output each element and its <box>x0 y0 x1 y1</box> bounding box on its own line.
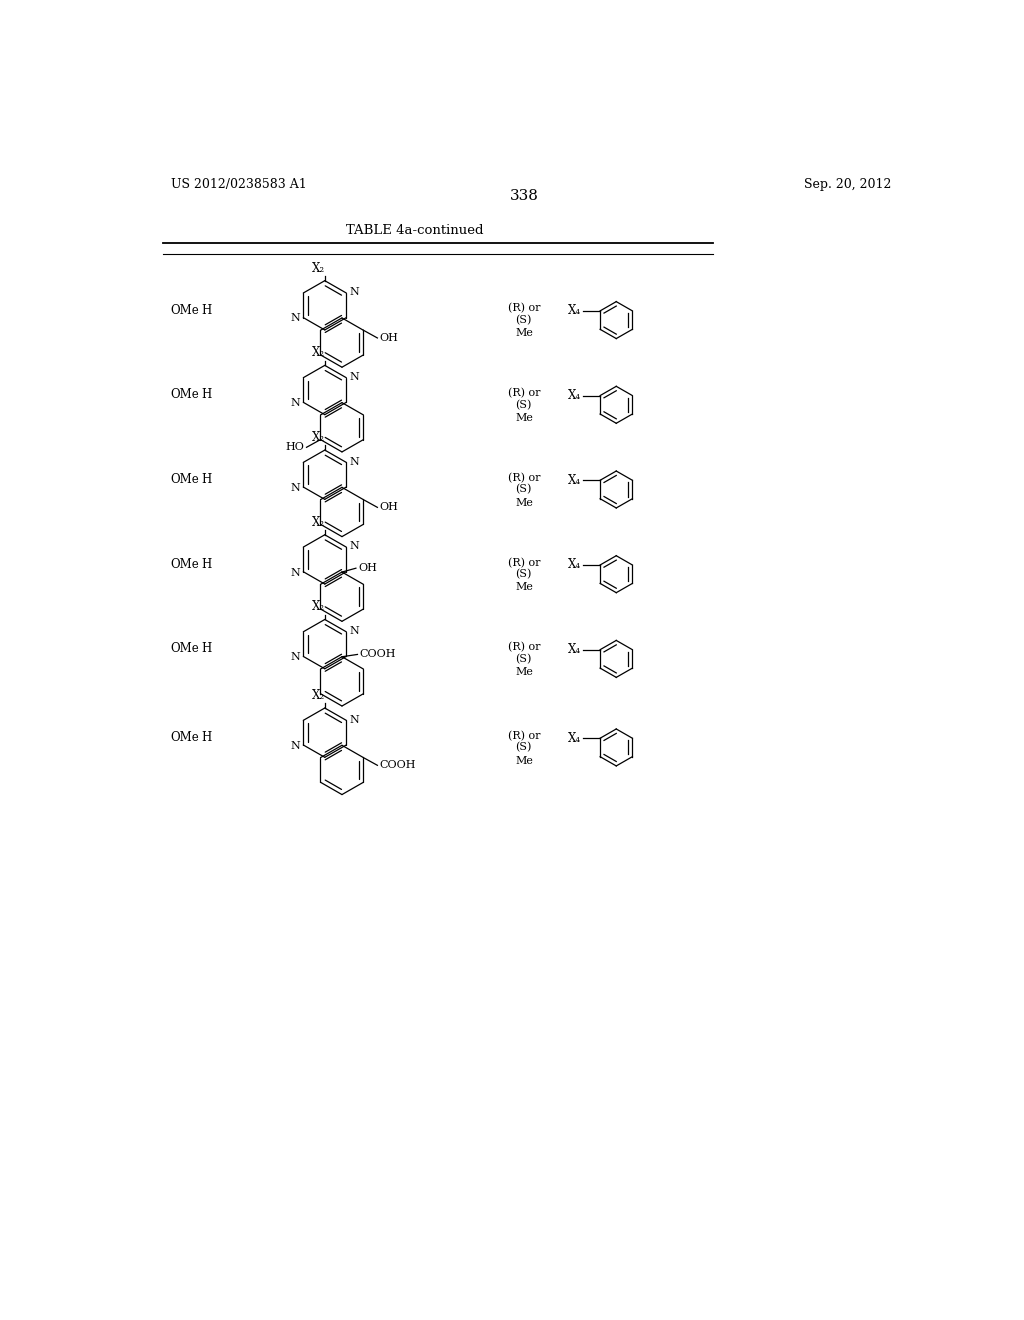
Text: H: H <box>202 557 212 570</box>
Text: Me: Me <box>515 582 534 593</box>
Text: H: H <box>202 388 212 401</box>
Text: Me: Me <box>515 413 534 422</box>
Text: HO: HO <box>286 442 304 453</box>
Text: OMe: OMe <box>171 473 200 486</box>
Text: (R) or: (R) or <box>508 643 541 652</box>
Text: (R) or: (R) or <box>508 731 541 741</box>
Text: (S): (S) <box>515 569 531 579</box>
Text: X₄: X₄ <box>568 731 582 744</box>
Text: N: N <box>349 626 359 636</box>
Text: OMe: OMe <box>171 557 200 570</box>
Text: Me: Me <box>515 667 534 677</box>
Text: Me: Me <box>515 755 534 766</box>
Text: N: N <box>291 313 300 323</box>
Text: X₂: X₂ <box>312 261 326 275</box>
Text: N: N <box>349 457 359 467</box>
Text: X₄: X₄ <box>568 389 582 403</box>
Text: H: H <box>202 643 212 656</box>
Text: OH: OH <box>358 564 377 573</box>
Text: Sep. 20, 2012: Sep. 20, 2012 <box>804 178 891 190</box>
Text: (S): (S) <box>515 742 531 752</box>
Text: (R) or: (R) or <box>508 557 541 568</box>
Text: OH: OH <box>380 333 398 343</box>
Text: (S): (S) <box>515 400 531 411</box>
Text: N: N <box>349 372 359 381</box>
Text: N: N <box>291 741 300 751</box>
Text: (S): (S) <box>515 315 531 325</box>
Text: OMe: OMe <box>171 388 200 401</box>
Text: COOH: COOH <box>380 760 416 771</box>
Text: N: N <box>291 399 300 408</box>
Text: N: N <box>291 483 300 492</box>
Text: N: N <box>349 541 359 552</box>
Text: N: N <box>291 652 300 663</box>
Text: N: N <box>349 288 359 297</box>
Text: X₄: X₄ <box>568 558 582 572</box>
Text: H: H <box>202 473 212 486</box>
Text: H: H <box>202 731 212 744</box>
Text: N: N <box>291 568 300 578</box>
Text: X₄: X₄ <box>568 643 582 656</box>
Text: X₄: X₄ <box>568 305 582 317</box>
Text: X₄: X₄ <box>568 474 582 487</box>
Text: X₂: X₂ <box>312 601 326 614</box>
Text: OMe: OMe <box>171 643 200 656</box>
Text: X₂: X₂ <box>312 689 326 702</box>
Text: (R) or: (R) or <box>508 473 541 483</box>
Text: OMe: OMe <box>171 731 200 744</box>
Text: Me: Me <box>515 329 534 338</box>
Text: (S): (S) <box>515 484 531 495</box>
Text: H: H <box>202 304 212 317</box>
Text: (R) or: (R) or <box>508 388 541 399</box>
Text: 338: 338 <box>510 189 540 203</box>
Text: (R) or: (R) or <box>508 304 541 314</box>
Text: TABLE 4a-continued: TABLE 4a-continued <box>346 224 483 236</box>
Text: X₂: X₂ <box>312 346 326 359</box>
Text: OH: OH <box>380 503 398 512</box>
Text: US 2012/0238583 A1: US 2012/0238583 A1 <box>171 178 306 190</box>
Text: (S): (S) <box>515 653 531 664</box>
Text: X₂: X₂ <box>312 516 326 528</box>
Text: COOH: COOH <box>359 649 396 660</box>
Text: OMe: OMe <box>171 304 200 317</box>
Text: Me: Me <box>515 498 534 508</box>
Text: X₂: X₂ <box>312 430 326 444</box>
Text: N: N <box>349 714 359 725</box>
